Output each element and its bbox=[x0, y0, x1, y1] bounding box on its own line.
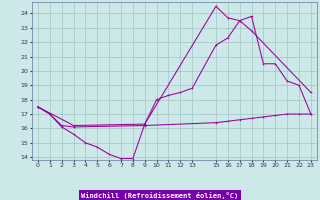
Text: Windchill (Refroidissement éolien,°C): Windchill (Refroidissement éolien,°C) bbox=[81, 192, 239, 199]
